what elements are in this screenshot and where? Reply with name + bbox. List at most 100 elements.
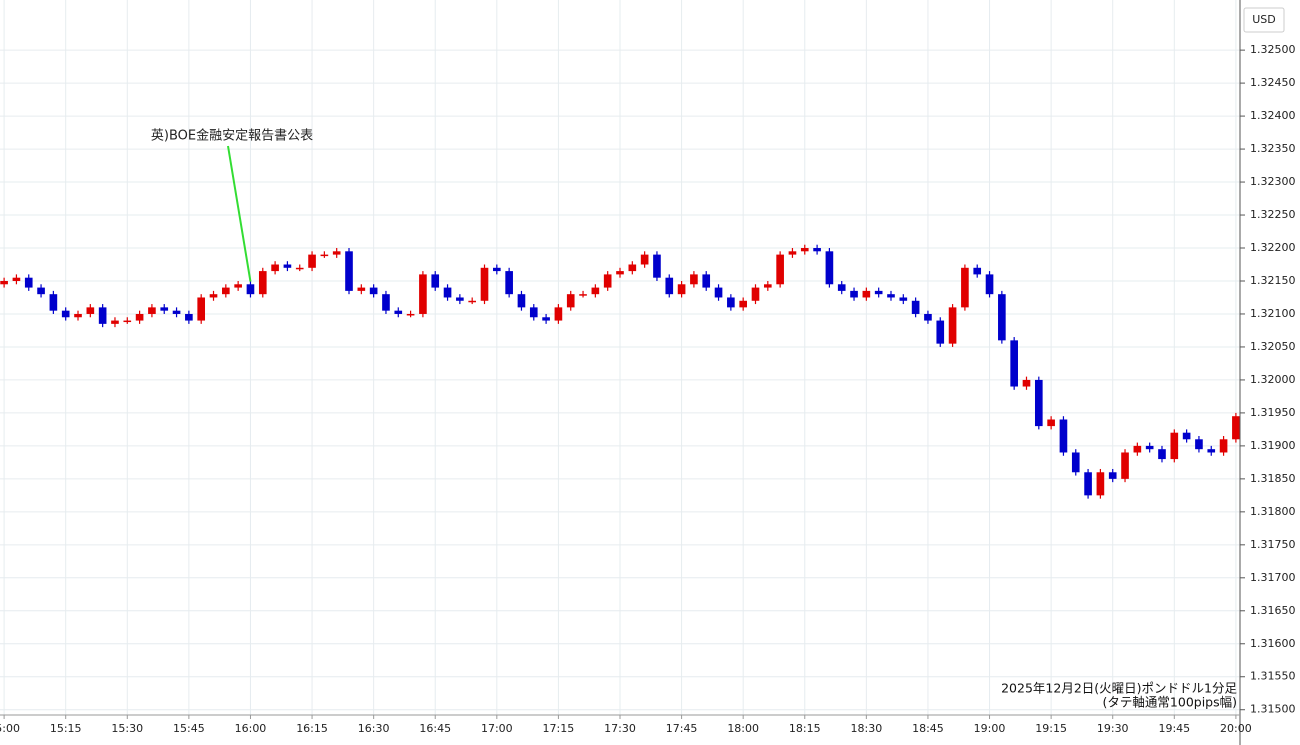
candle-body [998, 294, 1006, 341]
candle-body [123, 320, 132, 323]
y-tick-label: 1.31600 [1250, 637, 1296, 650]
candle-body [813, 248, 821, 252]
candle-body [973, 267, 982, 275]
candle-body [246, 284, 255, 295]
candle-body [222, 287, 230, 295]
annotation-text: 英)BOE金融安定報告書公表 [151, 128, 313, 144]
candle-body [776, 254, 784, 285]
candle-body [1096, 472, 1105, 496]
candle-body [579, 294, 587, 296]
candle-body [295, 267, 304, 270]
y-tick-label: 1.31500 [1250, 703, 1296, 716]
candle-body [517, 294, 526, 308]
candle-body [1170, 432, 1179, 460]
candle-body [1158, 449, 1166, 460]
x-tick-label: 15:00 [0, 722, 20, 735]
y-tick-label: 1.32200 [1250, 241, 1296, 254]
candle-body [862, 290, 871, 298]
x-tick-label: 15:15 [50, 722, 82, 735]
x-tick-label: 19:45 [1158, 722, 1190, 735]
candle-body [12, 277, 21, 281]
y-tick-label: 1.32400 [1250, 109, 1296, 122]
y-tick-label: 1.31700 [1250, 571, 1296, 584]
candle-body [542, 317, 550, 321]
candle-body [911, 300, 920, 314]
candle-body [961, 267, 969, 308]
y-tick-label: 1.31750 [1250, 538, 1296, 551]
x-tick-label: 17:45 [666, 722, 698, 735]
candle-body [357, 287, 366, 291]
candle-body [185, 313, 193, 321]
y-tick-label: 1.32000 [1250, 373, 1296, 386]
y-tick-label: 1.31850 [1250, 472, 1296, 485]
x-tick-label: 18:30 [851, 722, 883, 735]
candle-body [936, 320, 945, 344]
candle-body [443, 287, 452, 298]
candle-body [837, 284, 846, 291]
y-tick-label: 1.31550 [1250, 670, 1296, 683]
candle-body [529, 307, 538, 318]
candle-body [1084, 472, 1092, 496]
currency-label: USD [1252, 13, 1276, 26]
candle-body [603, 274, 612, 288]
candle-body [1034, 379, 1043, 427]
candle-body [1071, 452, 1080, 473]
y-tick-label: 1.32250 [1250, 208, 1296, 221]
y-tick-label: 1.31650 [1250, 604, 1296, 617]
y-tick-label: 1.31800 [1250, 505, 1296, 518]
y-tick-label: 1.32450 [1250, 76, 1296, 89]
candle-body [320, 254, 329, 257]
candle-body [160, 307, 169, 311]
x-tick-label: 17:15 [543, 722, 575, 735]
candle-body [714, 287, 723, 298]
footer-line: (タテ軸通常100pips幅) [1103, 695, 1237, 710]
candle-body [283, 264, 292, 268]
candle-body [751, 287, 760, 301]
candle-body [1010, 340, 1018, 387]
candle-body [111, 320, 119, 324]
candle-body [0, 280, 8, 285]
x-tick-label: 16:15 [296, 722, 328, 735]
currency-box [1243, 7, 1285, 33]
footer-line: 2025年12月2日(火曜日)ポンドドル1分足 [1001, 681, 1237, 696]
candle-body [258, 271, 267, 295]
candle-body [148, 307, 156, 314]
candle-body [1207, 449, 1216, 453]
candle-body [197, 297, 206, 321]
candle-body [887, 294, 895, 298]
y-tick-label: 1.32350 [1250, 142, 1296, 155]
x-tick-label: 19:00 [974, 722, 1006, 735]
candle-body [1022, 379, 1031, 387]
x-tick-label: 15:30 [111, 722, 143, 735]
candle-body [61, 310, 70, 318]
candle-body [1108, 472, 1117, 479]
candle-body [566, 294, 575, 308]
candle-body [394, 310, 403, 314]
candle-body [1059, 419, 1068, 453]
x-tick-label: 16:45 [419, 722, 451, 735]
candle-body [1133, 445, 1142, 453]
x-tick-label: 17:30 [604, 722, 636, 735]
candle-body [591, 287, 600, 295]
x-tick-label: 18:15 [789, 722, 821, 735]
y-tick-label: 1.32100 [1250, 307, 1296, 320]
candle-body [690, 274, 698, 285]
candle-body [369, 287, 378, 295]
candle-body [800, 248, 809, 252]
y-tick-label: 1.32050 [1250, 340, 1296, 353]
y-tick-label: 1.32300 [1250, 175, 1296, 188]
candle-body [480, 267, 489, 301]
y-tick-label: 1.31900 [1250, 439, 1296, 452]
candle-body [135, 313, 144, 321]
candle-body [825, 251, 834, 285]
candle-body [431, 274, 440, 288]
candle-body [665, 277, 674, 295]
candles [0, 244, 1240, 499]
candle-body [37, 287, 45, 295]
x-tick-label: 20:00 [1220, 722, 1252, 735]
candle-body [924, 313, 932, 321]
candle-body [505, 271, 513, 295]
candle-body [788, 251, 797, 255]
